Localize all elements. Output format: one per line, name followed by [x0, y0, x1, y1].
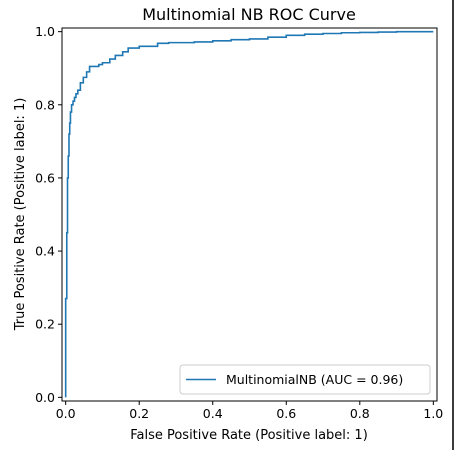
- y-tick-label: 1.0: [35, 24, 55, 39]
- x-tick-label: 0.8: [350, 406, 370, 421]
- chart-title: Multinomial NB ROC Curve: [142, 5, 356, 24]
- x-axis: 0.0 0.2 0.4 0.6 0.8 1.0: [56, 401, 443, 421]
- x-tick-label: 0.4: [203, 406, 223, 421]
- legend-box: [179, 364, 431, 395]
- y-axis-label: True Positive Rate (Positive label: 1): [13, 98, 28, 332]
- x-tick-label: 1.0: [423, 406, 443, 421]
- y-tick-label: 0.8: [35, 97, 55, 112]
- plot-frame: [61, 27, 438, 402]
- x-tick-label: 0.6: [276, 406, 296, 421]
- legend: MultinomialNB (AUC = 0.96): [179, 364, 431, 395]
- y-tick-label: 0.4: [35, 244, 55, 259]
- y-tick-label: 0.2: [35, 317, 55, 332]
- x-tick-label: 0.0: [56, 406, 76, 421]
- y-axis: 0.0 0.2 0.4 0.6 0.8 1.0: [35, 24, 62, 405]
- y-tick-label: 0.6: [35, 170, 55, 185]
- x-axis-label: False Positive Rate (Positive label: 1): [130, 428, 368, 443]
- legend-label: MultinomialNB (AUC = 0.96): [226, 372, 403, 387]
- roc-curve-series-0: [64, 30, 434, 398]
- x-tick-label: 0.2: [129, 406, 149, 421]
- y-tick-label: 0.0: [35, 390, 55, 405]
- plot-layer: [64, 30, 434, 398]
